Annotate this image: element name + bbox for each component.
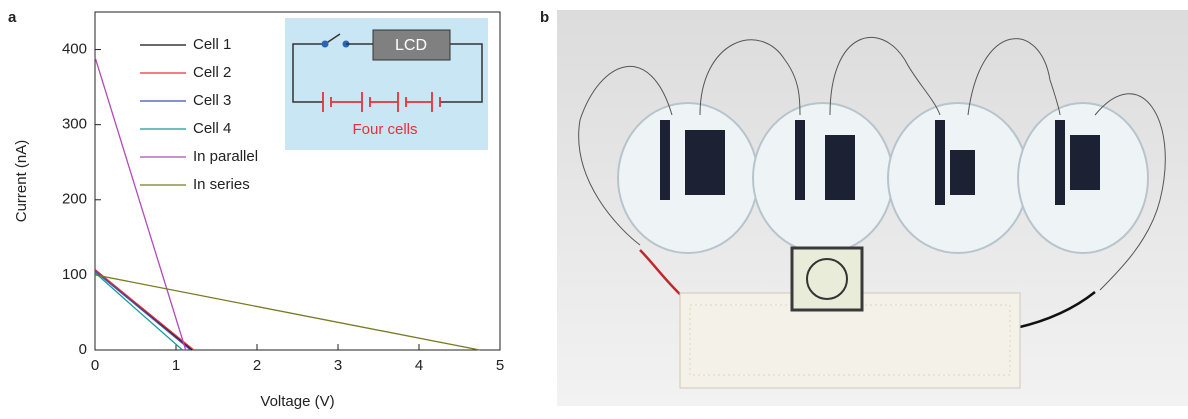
lcd-label: LCD	[395, 37, 427, 54]
x-tick-label: 0	[91, 357, 99, 374]
x-tick-label: 1	[172, 357, 180, 374]
y-tick-label: 0	[79, 341, 87, 358]
legend-label: Cell 3	[193, 92, 231, 109]
panel-label: b	[540, 9, 549, 26]
series-line	[95, 273, 182, 350]
legend-label: In series	[193, 176, 250, 193]
x-tick-label: 5	[496, 357, 504, 374]
series-line	[95, 275, 480, 350]
y-axis-label: Current (nA)	[13, 140, 30, 223]
legend-label: Cell 2	[193, 64, 231, 81]
series-line	[95, 270, 194, 350]
lcd	[792, 248, 862, 310]
x-tick-label: 3	[334, 357, 342, 374]
legend-label: Cell 1	[193, 36, 231, 53]
y-tick-label: 400	[62, 41, 87, 58]
y-tick-label: 300	[62, 116, 87, 133]
y-tick-label: 100	[62, 266, 87, 283]
inset: LCD Four cells	[285, 18, 488, 150]
x-axis-label: Voltage (V)	[260, 393, 334, 410]
series-line	[95, 271, 191, 350]
photo	[557, 10, 1188, 406]
legend-label: Cell 4	[193, 120, 231, 137]
switch-node	[322, 41, 329, 48]
figure: a b LCD Four cells	[0, 0, 1188, 414]
cells-label: Four cells	[352, 121, 417, 138]
y-tick-label: 200	[62, 191, 87, 208]
panel-label: a	[8, 9, 17, 26]
x-tick-label: 4	[415, 357, 423, 374]
legend-label: In parallel	[193, 148, 258, 165]
x-tick-label: 2	[253, 357, 261, 374]
